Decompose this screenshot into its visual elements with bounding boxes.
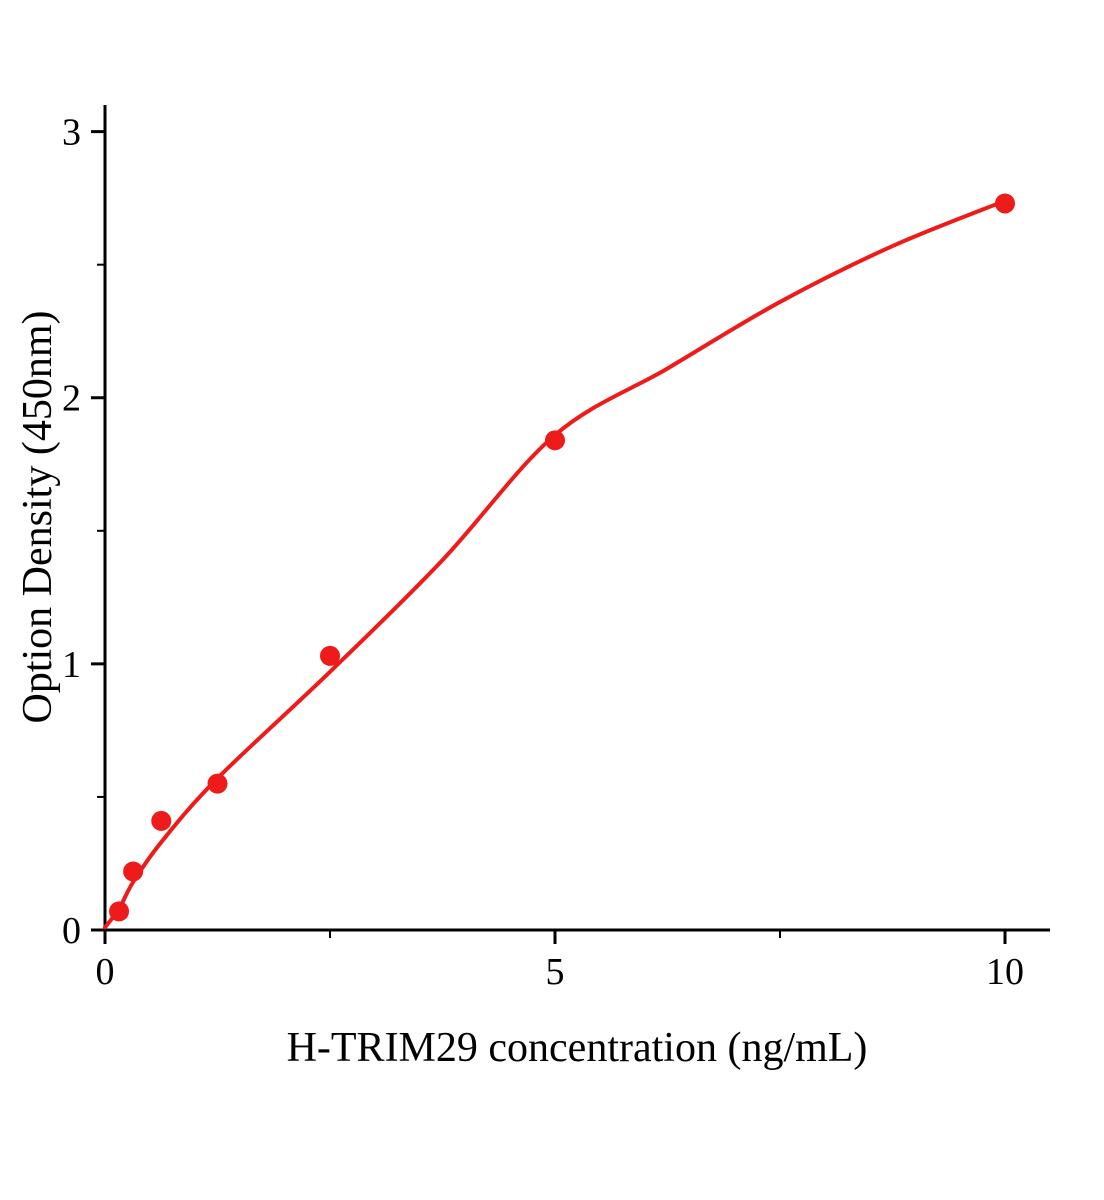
y-axis-title: Option Density (450nm)	[15, 310, 61, 724]
data-point	[995, 193, 1015, 214]
x-tick-label: 10	[986, 951, 1024, 993]
data-point	[207, 773, 228, 794]
x-tick-label: 0	[96, 951, 115, 993]
fit-curve-line	[103, 198, 1007, 930]
x-axis-title: H-TRIM29 concentration (ng/mL)	[286, 1025, 868, 1071]
y-tick-label: 2	[62, 378, 81, 420]
data-point	[151, 810, 172, 831]
y-tick-label: 0	[62, 910, 81, 952]
y-tick-label: 1	[62, 644, 81, 686]
data-point	[109, 901, 130, 922]
y-tick-label: 3	[62, 112, 81, 154]
data-point	[320, 645, 340, 666]
data-point	[123, 861, 144, 882]
x-tick-label: 5	[546, 951, 565, 993]
data-point	[545, 430, 565, 451]
